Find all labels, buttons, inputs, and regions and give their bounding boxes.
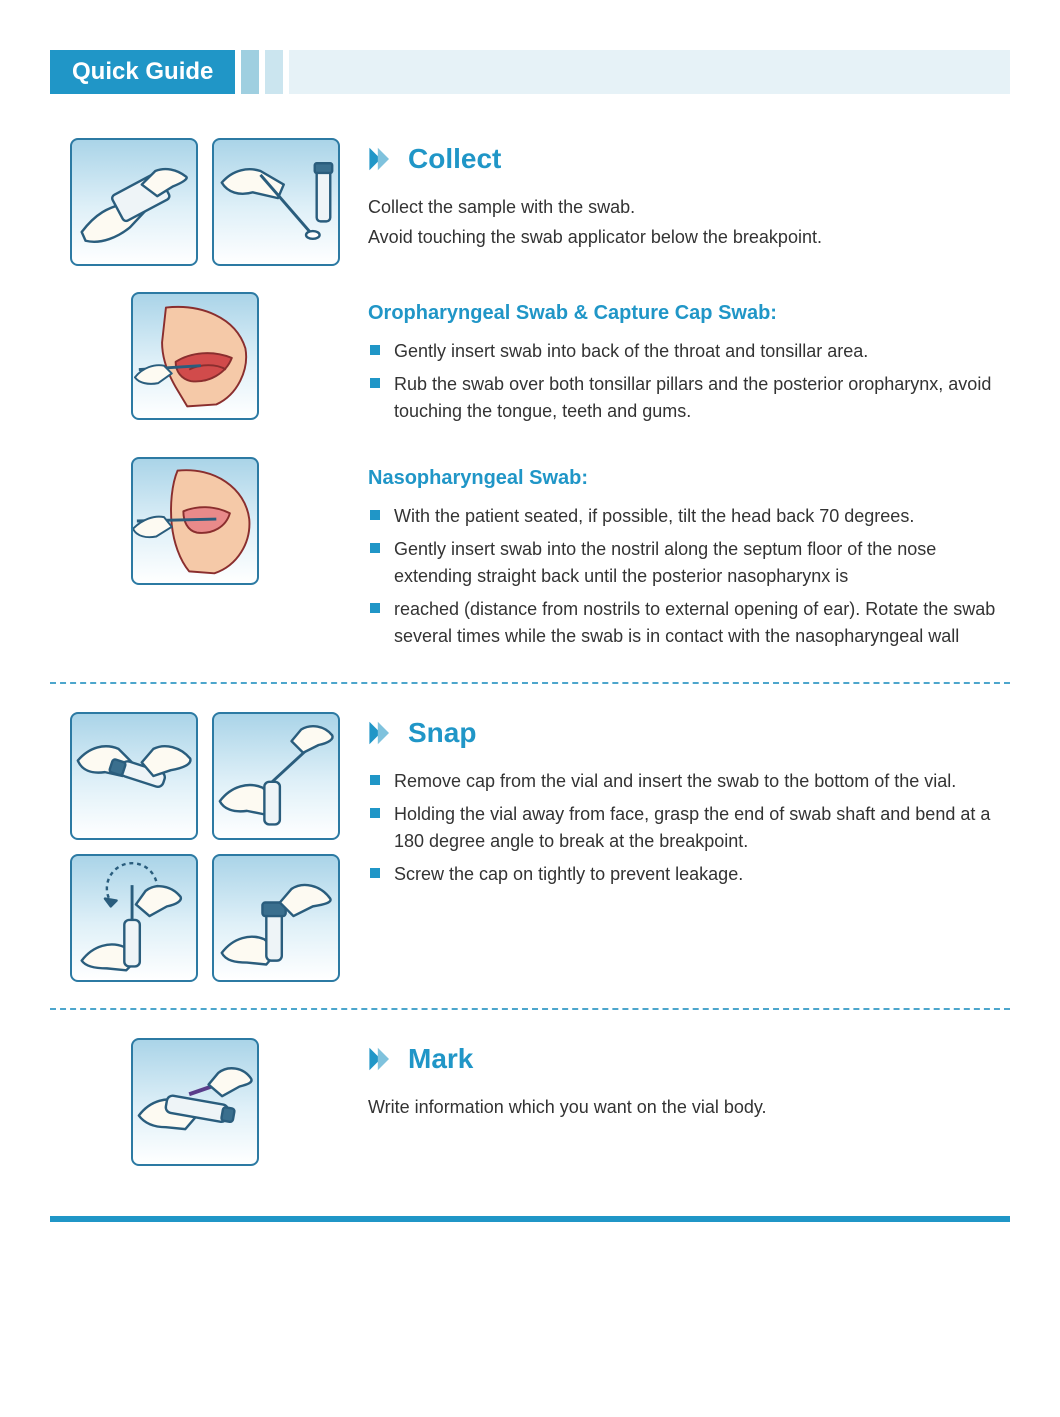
illustration-open-pack [70, 138, 198, 266]
section-mark: Mark Write information which you want on… [50, 1038, 1010, 1166]
divider-2 [50, 1008, 1010, 1010]
illustration-mark-vial [131, 1038, 259, 1166]
collect-images [50, 138, 340, 266]
naso-bullet-1: With the patient seated, if possible, ti… [368, 503, 1010, 530]
oro-bullet-1: Gently insert swab into back of the thro… [368, 338, 1010, 365]
illustration-oropharyngeal [131, 292, 259, 420]
illustration-screw-cap [212, 854, 340, 982]
section-naso: Nasopharyngeal Swab: With the patient se… [50, 457, 1010, 656]
illustration-remove-cap [70, 712, 198, 840]
snap-bullet-2: Holding the vial away from face, grasp t… [368, 801, 1010, 855]
illustration-break-swab [70, 854, 198, 982]
illustration-swab-vial [212, 138, 340, 266]
collect-content: Collect Collect the sample with the swab… [368, 138, 1010, 266]
oro-title: Oropharyngeal Swab & Capture Cap Swab: [368, 298, 1010, 328]
header-accent-2 [265, 50, 283, 94]
illustration-nasopharyngeal [131, 457, 259, 585]
naso-title: Nasopharyngeal Swab: [368, 463, 1010, 493]
collect-para-1: Collect the sample with the swab. [368, 194, 1010, 221]
chevron-icon [368, 719, 396, 747]
mark-title-row: Mark [368, 1038, 1010, 1080]
divider-1 [50, 682, 1010, 684]
snap-bullets: Remove cap from the vial and insert the … [368, 768, 1010, 888]
oro-bullet-2: Rub the swab over both tonsillar pillars… [368, 371, 1010, 425]
naso-content: Nasopharyngeal Swab: With the patient se… [368, 457, 1010, 656]
collect-title: Collect [408, 138, 501, 180]
naso-bullet-2: Gently insert swab into the nostril alon… [368, 536, 1010, 590]
mark-para: Write information which you want on the … [368, 1094, 1010, 1121]
naso-bullets: With the patient seated, if possible, ti… [368, 503, 1010, 650]
mark-images [50, 1038, 340, 1166]
page: Quick Guide [0, 0, 1060, 1252]
collect-title-row: Collect [368, 138, 1010, 180]
header-accent-1 [241, 50, 259, 94]
illustration-insert-swab [212, 712, 340, 840]
section-collect: Collect Collect the sample with the swab… [50, 138, 1010, 266]
header-band: Quick Guide [50, 50, 1010, 94]
oro-images [50, 292, 340, 431]
snap-bullet-1: Remove cap from the vial and insert the … [368, 768, 1010, 795]
section-oro: Oropharyngeal Swab & Capture Cap Swab: G… [50, 292, 1010, 431]
naso-images [50, 457, 340, 656]
mark-title: Mark [408, 1038, 473, 1080]
header-accent-rest [289, 50, 1010, 94]
oro-content: Oropharyngeal Swab & Capture Cap Swab: G… [368, 292, 1010, 431]
oro-bullets: Gently insert swab into back of the thro… [368, 338, 1010, 425]
footer-rule [50, 1216, 1010, 1222]
snap-title: Snap [408, 712, 476, 754]
naso-bullet-3: reached (distance from nostrils to exter… [368, 596, 1010, 650]
snap-bullet-3: Screw the cap on tightly to prevent leak… [368, 861, 1010, 888]
page-title: Quick Guide [50, 50, 235, 94]
chevron-icon [368, 145, 396, 173]
mark-content: Mark Write information which you want on… [368, 1038, 1010, 1166]
collect-para-2: Avoid touching the swab applicator below… [368, 224, 1010, 251]
chevron-icon [368, 1045, 396, 1073]
snap-title-row: Snap [368, 712, 1010, 754]
section-snap: Snap Remove cap from the vial and insert… [50, 712, 1010, 982]
snap-content: Snap Remove cap from the vial and insert… [368, 712, 1010, 982]
snap-images [50, 712, 340, 982]
